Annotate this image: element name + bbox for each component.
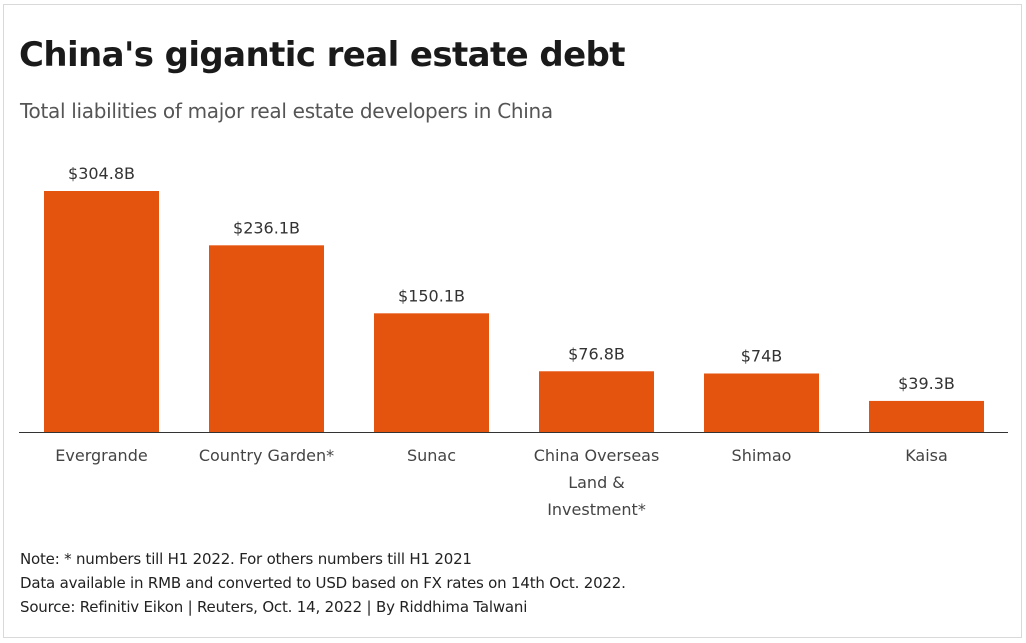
chart-subtitle: Total liabilities of major real estate d… [20,99,553,123]
chart-footnotes: Note: * numbers till H1 2022. For others… [20,547,626,619]
bar [869,400,984,432]
x-tick-label: Evergrande [55,446,147,465]
bar-value-label: $76.8B [568,344,625,363]
x-tick-label: Shimao [732,446,792,465]
bar-value-label: $150.1B [398,286,465,305]
x-tick-label: Country Garden* [199,446,334,465]
bar-value-label: $39.3B [898,374,955,393]
x-tick-label: Land & [568,473,625,492]
footnote-note: Note: * numbers till H1 2022. For others… [20,550,472,568]
bar-chart: $304.8B Evergrande $236.1B Country Garden* $… [19,164,1008,519]
x-tick-label: Sunac [407,446,456,465]
bar [539,371,654,432]
bar [44,191,159,432]
bar [374,313,489,432]
footnote-source: Source: Refinitiv Eikon | Reuters, Oct. … [20,598,528,616]
bar [704,373,819,432]
x-tick-label: China Overseas [534,446,660,465]
bar-value-label: $236.1B [233,218,300,237]
footnote-data: Data available in RMB and converted to U… [20,574,626,592]
bar-value-label: $304.8B [68,164,135,183]
x-tick-label: Kaisa [905,446,948,465]
x-tick-label: Investment* [547,500,646,519]
bar [209,245,324,432]
chart-frame [3,4,1022,638]
chart-title: China's gigantic real estate debt [19,35,626,75]
bar-value-label: $74B [741,346,783,365]
